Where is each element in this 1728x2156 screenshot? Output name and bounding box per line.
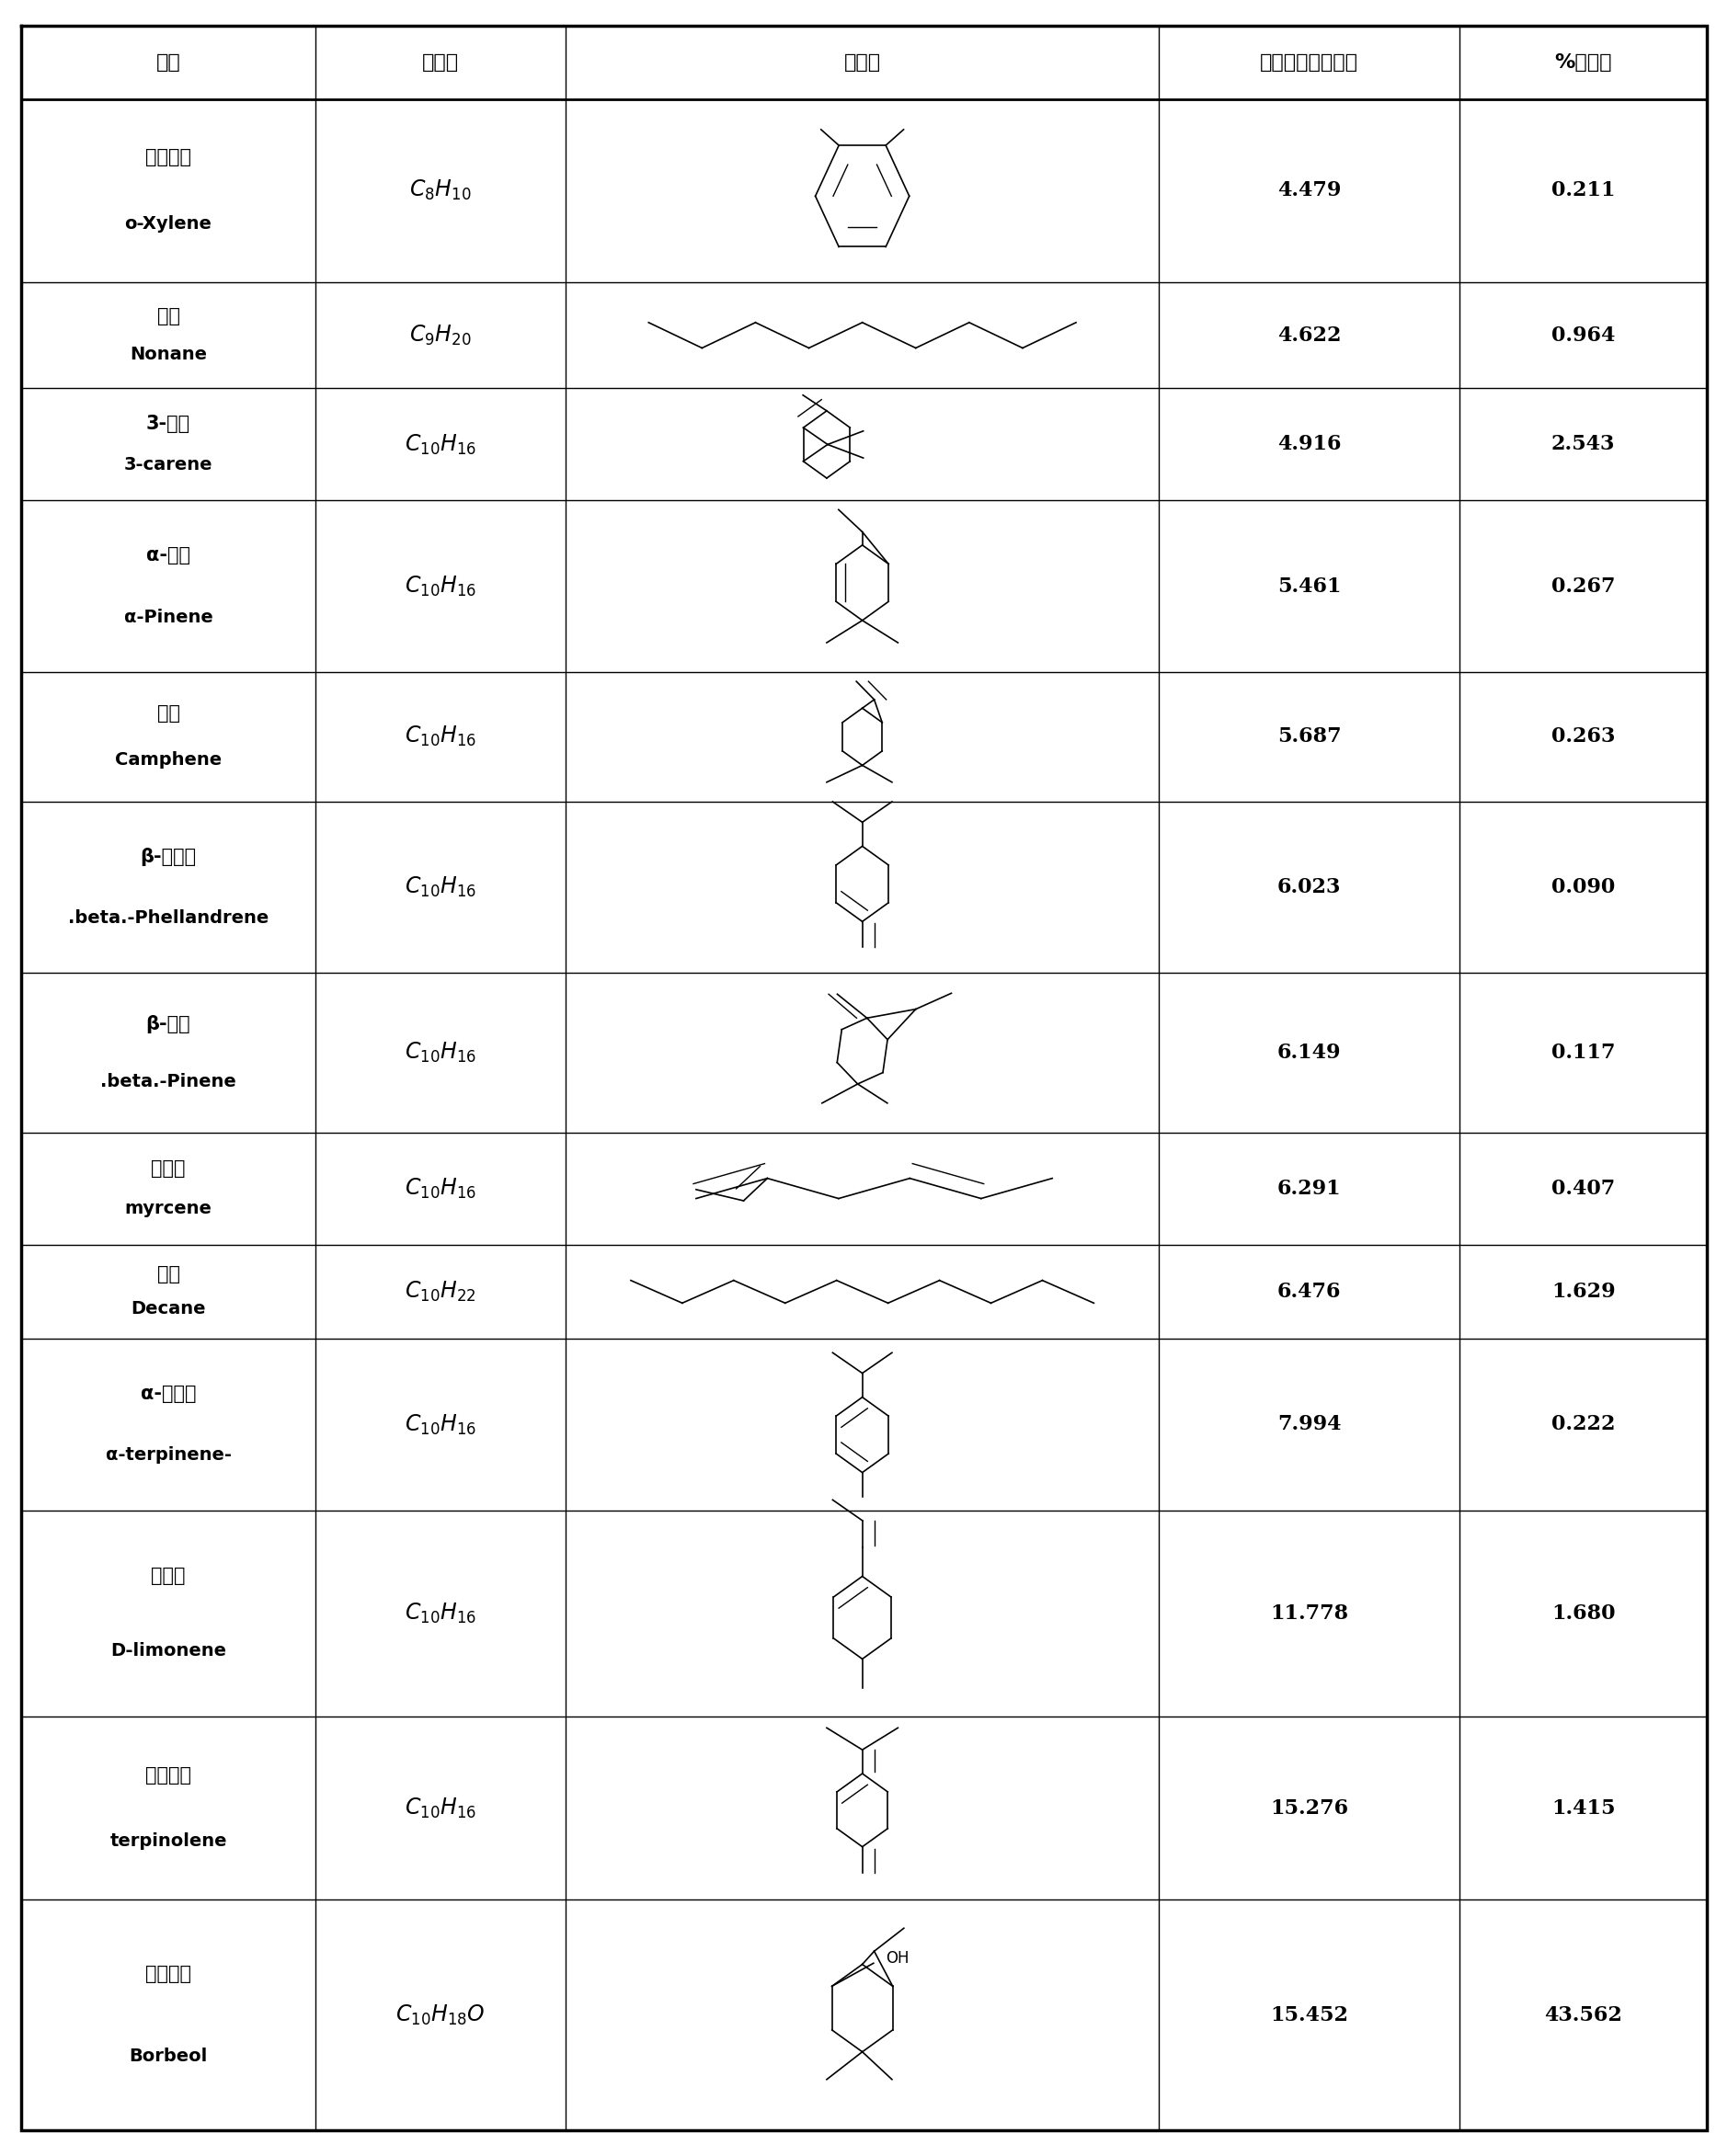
Text: 0.117: 0.117 bbox=[1552, 1044, 1616, 1063]
Text: 6.149: 6.149 bbox=[1277, 1044, 1341, 1063]
Text: 1.680: 1.680 bbox=[1552, 1604, 1616, 1623]
Text: $\mathbf{\mathit{C_{10}H_{18}O}}$: $\mathbf{\mathit{C_{10}H_{18}O}}$ bbox=[396, 2003, 486, 2027]
Text: 5.461: 5.461 bbox=[1277, 576, 1341, 597]
Text: $\mathbf{\mathit{C_9H_{20}}}$: $\mathbf{\mathit{C_9H_{20}}}$ bbox=[410, 323, 472, 347]
Text: 癸烷: 癸烷 bbox=[157, 1266, 180, 1285]
Text: 保留时间（分钟）: 保留时间（分钟） bbox=[1260, 54, 1358, 71]
Text: 1.629: 1.629 bbox=[1552, 1281, 1616, 1302]
Text: 0.407: 0.407 bbox=[1552, 1179, 1616, 1199]
Text: 分子式: 分子式 bbox=[422, 54, 460, 71]
Text: $\mathbf{\mathit{C_{10}H_{16}}}$: $\mathbf{\mathit{C_{10}H_{16}}}$ bbox=[404, 1412, 477, 1436]
Text: 月桂烯: 月桂烯 bbox=[150, 1160, 185, 1177]
Text: 2.543: 2.543 bbox=[1552, 433, 1616, 455]
Text: 6.291: 6.291 bbox=[1277, 1179, 1341, 1199]
Text: 结构式: 结构式 bbox=[843, 54, 881, 71]
Text: terpinolene: terpinolene bbox=[109, 1833, 226, 1850]
Text: 15.276: 15.276 bbox=[1270, 1798, 1348, 1818]
Text: myrcene: myrcene bbox=[124, 1201, 213, 1218]
Text: 龙脑茨醇: 龙脑茨醇 bbox=[145, 1964, 192, 1984]
Text: 邻二甲苯: 邻二甲苯 bbox=[145, 149, 192, 166]
Text: 3-蒈烯: 3-蒈烯 bbox=[147, 416, 190, 433]
Text: 4.916: 4.916 bbox=[1277, 433, 1341, 455]
Text: $\mathbf{\mathit{C_{10}H_{16}}}$: $\mathbf{\mathit{C_{10}H_{16}}}$ bbox=[404, 1796, 477, 1820]
Text: .beta.-Phellandrene: .beta.-Phellandrene bbox=[67, 910, 268, 927]
Text: Camphene: Camphene bbox=[114, 752, 221, 770]
Text: α-Pinene: α-Pinene bbox=[124, 608, 213, 625]
Text: Decane: Decane bbox=[131, 1300, 206, 1317]
Text: β-水芹烯: β-水芹烯 bbox=[140, 847, 197, 867]
Text: 43.562: 43.562 bbox=[1545, 2005, 1623, 2024]
Text: 0.222: 0.222 bbox=[1552, 1414, 1616, 1434]
Text: β-蒎烯: β-蒎烯 bbox=[145, 1015, 190, 1033]
Text: 名称: 名称 bbox=[156, 54, 181, 71]
Text: .beta.-Pinene: .beta.-Pinene bbox=[100, 1072, 237, 1091]
Text: $\mathbf{\mathit{C_{10}H_{16}}}$: $\mathbf{\mathit{C_{10}H_{16}}}$ bbox=[404, 433, 477, 457]
Text: o-Xylene: o-Xylene bbox=[124, 216, 213, 233]
Text: $\mathbf{\mathit{C_{10}H_{16}}}$: $\mathbf{\mathit{C_{10}H_{16}}}$ bbox=[404, 724, 477, 748]
Text: 0.964: 0.964 bbox=[1552, 326, 1616, 345]
Text: 异松油烯: 异松油烯 bbox=[145, 1766, 192, 1785]
Text: 4.622: 4.622 bbox=[1277, 326, 1341, 345]
Text: 莰烯: 莰烯 bbox=[157, 705, 180, 722]
Text: 5.687: 5.687 bbox=[1277, 727, 1341, 746]
Text: α-terpinene-: α-terpinene- bbox=[105, 1447, 232, 1464]
Text: $\mathbf{\mathit{C_{10}H_{16}}}$: $\mathbf{\mathit{C_{10}H_{16}}}$ bbox=[404, 1602, 477, 1626]
Text: 壬烷: 壬烷 bbox=[157, 306, 180, 326]
Text: 0.267: 0.267 bbox=[1552, 576, 1616, 597]
Text: 6.476: 6.476 bbox=[1277, 1281, 1341, 1302]
Text: 1.415: 1.415 bbox=[1552, 1798, 1616, 1818]
Text: 7.994: 7.994 bbox=[1277, 1414, 1341, 1434]
Text: 0.211: 0.211 bbox=[1552, 181, 1616, 201]
Text: $\mathbf{\mathit{C_{10}H_{16}}}$: $\mathbf{\mathit{C_{10}H_{16}}}$ bbox=[404, 1041, 477, 1065]
Text: Nonane: Nonane bbox=[130, 345, 207, 362]
Text: 11.778: 11.778 bbox=[1270, 1604, 1348, 1623]
Text: 0.090: 0.090 bbox=[1552, 877, 1616, 897]
Text: $\mathbf{\mathit{C_{10}H_{16}}}$: $\mathbf{\mathit{C_{10}H_{16}}}$ bbox=[404, 573, 477, 597]
Text: %比总数: %比总数 bbox=[1555, 54, 1612, 71]
Text: α-松油烯: α-松油烯 bbox=[140, 1384, 195, 1404]
Text: Borbeol: Borbeol bbox=[130, 2048, 207, 2065]
Text: 3-carene: 3-carene bbox=[124, 455, 213, 474]
Text: 0.263: 0.263 bbox=[1552, 727, 1616, 746]
Text: 柠檬烯: 柠檬烯 bbox=[150, 1567, 185, 1585]
Text: $\mathbf{\mathit{C_8H_{10}}}$: $\mathbf{\mathit{C_8H_{10}}}$ bbox=[410, 179, 472, 203]
Text: 6.023: 6.023 bbox=[1277, 877, 1341, 897]
Text: α-蒎烯: α-蒎烯 bbox=[147, 545, 190, 565]
Text: $\mathbf{\mathit{C_{10}H_{22}}}$: $\mathbf{\mathit{C_{10}H_{22}}}$ bbox=[404, 1281, 477, 1304]
Text: D-limonene: D-limonene bbox=[111, 1643, 226, 1660]
Text: $\mathbf{\mathit{C_{10}H_{16}}}$: $\mathbf{\mathit{C_{10}H_{16}}}$ bbox=[404, 1177, 477, 1201]
Text: $\mathbf{\mathit{C_{10}H_{16}}}$: $\mathbf{\mathit{C_{10}H_{16}}}$ bbox=[404, 875, 477, 899]
Text: 4.479: 4.479 bbox=[1277, 181, 1341, 201]
Text: OH: OH bbox=[885, 1951, 909, 1966]
Text: 15.452: 15.452 bbox=[1270, 2005, 1348, 2024]
